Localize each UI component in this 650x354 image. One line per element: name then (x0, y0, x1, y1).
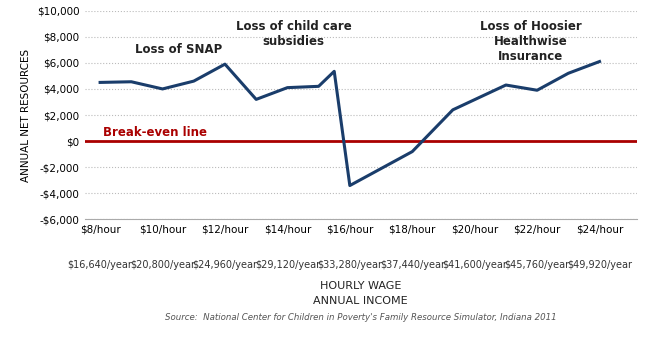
Text: $33,280/year: $33,280/year (317, 260, 382, 270)
Y-axis label: ANNUAL NET RESOURCES: ANNUAL NET RESOURCES (21, 48, 31, 182)
Text: HOURLY WAGE: HOURLY WAGE (320, 281, 402, 291)
Text: Loss of SNAP: Loss of SNAP (135, 43, 222, 56)
Text: Loss of child care
subsidies: Loss of child care subsidies (236, 20, 352, 48)
Text: $29,120/year: $29,120/year (255, 260, 320, 270)
Text: $24,960/year: $24,960/year (192, 260, 257, 270)
Text: $37,440/year: $37,440/year (380, 260, 445, 270)
Text: $16,640/year: $16,640/year (68, 260, 133, 270)
Text: $49,920/year: $49,920/year (567, 260, 632, 270)
Text: ANNUAL INCOME: ANNUAL INCOME (313, 296, 408, 306)
Text: $45,760/year: $45,760/year (504, 260, 569, 270)
Text: Loss of Hoosier
Healthwise
Insurance: Loss of Hoosier Healthwise Insurance (480, 21, 582, 63)
Text: $41,600/year: $41,600/year (442, 260, 507, 270)
Text: $20,800/year: $20,800/year (130, 260, 195, 270)
Text: Break-even line: Break-even line (103, 126, 207, 139)
Text: Source:  National Center for Children in Poverty's Family Resource Simulator, In: Source: National Center for Children in … (165, 313, 556, 322)
